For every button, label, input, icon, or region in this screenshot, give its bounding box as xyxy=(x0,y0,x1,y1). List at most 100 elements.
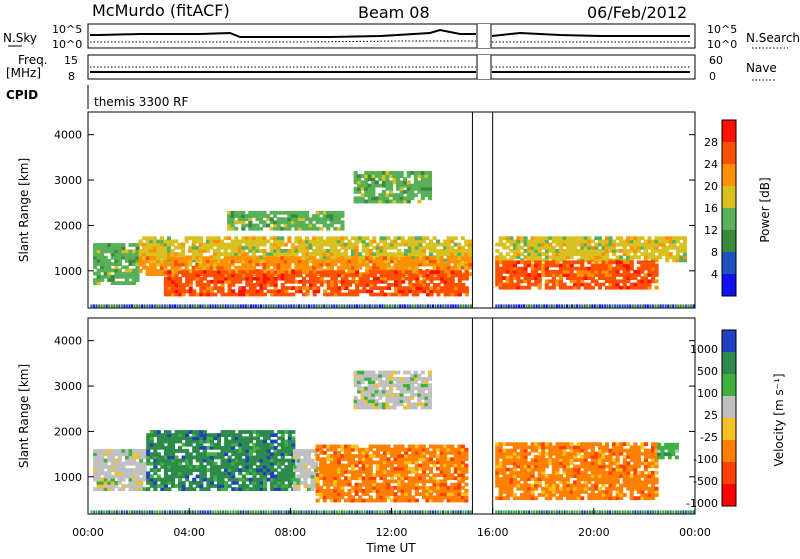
range-time-cell xyxy=(355,256,359,260)
range-time-cell xyxy=(267,289,271,293)
range-time-cell xyxy=(644,273,648,277)
range-time-cell xyxy=(185,270,189,274)
range-time-cell xyxy=(323,289,327,293)
ground-scatter-cell xyxy=(399,304,401,307)
range-time-cell xyxy=(316,445,320,449)
range-time-cell xyxy=(323,270,327,274)
range-time-cell xyxy=(502,283,506,287)
range-time-cell xyxy=(531,264,535,268)
ground-scatter-cell xyxy=(336,304,338,307)
range-time-cell xyxy=(323,457,327,461)
range-time-cell xyxy=(277,256,281,260)
range-time-cell xyxy=(333,445,337,449)
range-time-cell xyxy=(390,448,394,452)
range-time-cell xyxy=(422,270,426,274)
range-time-cell xyxy=(294,256,298,260)
range-time-cell xyxy=(601,283,605,287)
range-time-cell xyxy=(386,470,390,474)
range-time-cell xyxy=(679,255,683,259)
ground-scatter-cell xyxy=(404,510,406,513)
range-time-cell xyxy=(118,449,122,453)
range-time-cell xyxy=(238,211,242,215)
ground-scatter-cell xyxy=(558,304,560,307)
range-time-cell xyxy=(302,256,306,260)
range-time-cell xyxy=(340,445,344,449)
range-time-cell xyxy=(464,256,468,260)
ground-scatter-cell xyxy=(187,304,189,307)
data-gap xyxy=(472,112,492,308)
ground-scatter-cell xyxy=(581,510,583,513)
range-time-cell xyxy=(594,236,598,240)
range-time-cell xyxy=(355,445,359,449)
range-time-cell xyxy=(619,279,623,283)
range-time-cell xyxy=(364,371,368,375)
ground-scatter-cell xyxy=(500,304,502,307)
ground-scatter-cell xyxy=(467,304,469,307)
range-time-cell xyxy=(345,293,349,297)
ground-scatter-cell xyxy=(123,510,125,513)
range-time-cell xyxy=(256,289,260,293)
range-time-cell xyxy=(612,240,616,244)
range-time-cell xyxy=(375,383,379,387)
range-time-cell xyxy=(591,264,595,268)
range-time-cell xyxy=(93,487,97,491)
ground-scatter-cell xyxy=(564,304,566,307)
range-time-cell xyxy=(316,499,320,503)
range-time-cell xyxy=(609,236,613,240)
range-time-cell xyxy=(160,433,164,437)
range-time-cell xyxy=(274,468,278,472)
range-time-cell xyxy=(284,465,288,469)
range-time-cell xyxy=(238,430,242,434)
range-time-cell xyxy=(129,468,133,472)
range-time-cell xyxy=(383,256,387,260)
nave-label: Nave xyxy=(746,61,777,75)
range-time-cell xyxy=(175,484,179,488)
range-time-cell xyxy=(235,293,239,297)
range-time-cell xyxy=(245,274,249,278)
ground-scatter-cell xyxy=(278,510,280,513)
ground-scatter-cell xyxy=(207,304,209,307)
range-time-cell xyxy=(118,281,122,285)
ground-scatter-cell xyxy=(288,304,290,307)
range-time-cell xyxy=(281,430,285,434)
range-time-cell xyxy=(382,371,386,375)
range-time-cell xyxy=(100,449,104,453)
range-time-cell xyxy=(355,270,359,274)
range-time-cell xyxy=(270,217,274,221)
ground-scatter-cell xyxy=(566,510,568,513)
ground-scatter-cell xyxy=(551,510,553,513)
range-time-cell xyxy=(178,252,182,256)
ground-scatter-cell xyxy=(584,304,586,307)
range-time-cell xyxy=(298,256,302,260)
range-time-cell xyxy=(355,461,359,465)
ground-scatter-cell xyxy=(432,304,434,307)
ground-scatter-cell xyxy=(151,510,153,513)
range-time-cell xyxy=(371,371,375,375)
range-time-cell xyxy=(348,240,352,244)
range-time-cell xyxy=(433,473,437,477)
range-time-cell xyxy=(280,227,284,231)
range-time-cell xyxy=(640,243,644,247)
range-time-cell xyxy=(245,430,249,434)
ground-scatter-cell xyxy=(495,510,497,513)
range-time-cell xyxy=(167,236,171,240)
ground-scatter-cell xyxy=(546,304,548,307)
range-time-cell xyxy=(372,445,376,449)
ground-scatter-cell xyxy=(290,304,292,307)
range-time-cell xyxy=(365,236,369,240)
ground-scatter-cell xyxy=(414,304,416,307)
range-time-cell xyxy=(330,445,334,449)
range-time-cell xyxy=(196,481,200,485)
range-time-cell xyxy=(270,243,274,247)
ground-scatter-cell xyxy=(164,304,166,307)
range-time-cell xyxy=(129,269,133,273)
range-time-cell xyxy=(389,371,393,375)
range-time-cell xyxy=(114,449,118,453)
range-time-cell xyxy=(238,468,242,472)
ground-scatter-cell xyxy=(412,510,414,513)
ground-scatter-cell xyxy=(136,510,138,513)
ground-scatter-cell xyxy=(566,304,568,307)
ground-scatter-cell xyxy=(596,510,598,513)
ground-scatter-cell xyxy=(533,510,535,513)
ground-scatter-cell xyxy=(318,304,320,307)
